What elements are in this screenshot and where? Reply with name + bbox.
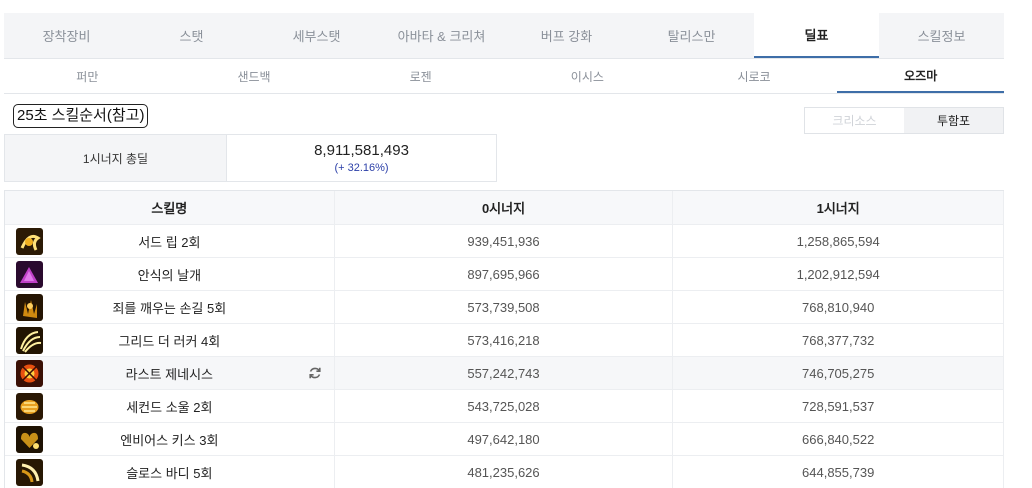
sub-tab-1[interactable]: 샌드백 [237, 70, 271, 84]
toggle-tuhampo[interactable]: 투함포 [904, 108, 1003, 133]
sub-tab-bar: 퍼만 샌드백 로젠 이시스 시로코 오즈마 [4, 60, 1005, 94]
syn1-value: 1,258,865,594 [673, 225, 1004, 257]
section-title: 25초 스킬순서(참고) [13, 104, 149, 128]
tab-0[interactable]: 장착장비 [42, 29, 91, 44]
syn1-value: 768,377,732 [673, 324, 1004, 356]
syn0-value: 573,739,508 [335, 291, 674, 323]
total-damage-summary: 1시너지 총딜 8,911,581,493 (+ 32.16%) [4, 134, 497, 182]
header-syn1: 1시너지 [673, 191, 1004, 224]
summary-total: 8,911,581,493 [314, 142, 409, 159]
syn1-value: 666,840,522 [673, 423, 1004, 455]
tab-2[interactable]: 세부스탯 [292, 29, 341, 44]
skill-name: 안식의 날개 [137, 267, 202, 283]
skill-icon-gold-body [16, 459, 43, 486]
syn0-value: 497,642,180 [335, 423, 674, 455]
mode-toggle: 크리소스 투함포 [804, 107, 1004, 134]
skill-cell: 죄를 깨우는 손길 5회 [5, 291, 335, 323]
syn1-value: 1,202,912,594 [673, 258, 1004, 290]
syn1-value: 644,855,739 [673, 456, 1004, 488]
skill-name: 세컨드 소울 2회 [126, 399, 213, 415]
tab-4[interactable]: 버프 강화 [540, 29, 593, 44]
header-syn0: 0시너지 [335, 191, 674, 224]
skill-name: 죄를 깨우는 손길 5회 [112, 300, 227, 316]
skill-name: 엔비어스 키스 3회 [120, 432, 219, 448]
skill-cell: 라스트 제네시스 [5, 357, 335, 389]
tab-1[interactable]: 스탯 [179, 29, 204, 44]
tab-3[interactable]: 아바타 & 크리쳐 [397, 29, 486, 44]
skill-icon-gold-soul [16, 393, 43, 420]
skill-icon-gold-claw [16, 327, 43, 354]
skill-cell: 엔비어스 키스 3회 [5, 423, 335, 455]
table-row: 슬로스 바디 5회 481,235,626 644,855,739 [5, 456, 1004, 488]
syn0-value: 543,725,028 [335, 390, 674, 422]
summary-percent: (+ 32.16%) [334, 162, 389, 174]
tab-7[interactable]: 스킬정보 [917, 29, 966, 44]
sub-tab-0[interactable]: 퍼만 [76, 70, 99, 84]
syn1-value: 768,810,940 [673, 291, 1004, 323]
table-row: 세컨드 소울 2회 543,725,028 728,591,537 [5, 390, 1004, 423]
syn1-value: 728,591,537 [673, 390, 1004, 422]
skill-icon-gold-hand [16, 294, 43, 321]
summary-value-box: 8,911,581,493 (+ 32.16%) [227, 135, 496, 181]
header-skill-name: 스킬명 [5, 191, 335, 224]
refresh-icon[interactable] [308, 366, 322, 380]
sub-tab-4[interactable]: 시로코 [737, 70, 771, 84]
syn0-value: 897,695,966 [335, 258, 674, 290]
sub-tab-3[interactable]: 이시스 [570, 70, 604, 84]
top-tab-bar: 장착장비 스탯 세부스탯 아바타 & 크리쳐 버프 강화 탈리스만 딜표 스킬정보 [4, 13, 1004, 59]
sub-tab-5[interactable]: 오즈마 [837, 60, 1005, 93]
table-header: 스킬명 0시너지 1시너지 [5, 191, 1004, 225]
summary-label: 1시너지 총딜 [5, 135, 227, 181]
skill-icon-gold-heart [16, 426, 43, 453]
table-row: 라스트 제네시스 557,242,743 746,705,275 [5, 357, 1004, 390]
toggle-crisource[interactable]: 크리소스 [832, 114, 877, 128]
table-row: 안식의 날개 897,695,966 1,202,912,594 [5, 258, 1004, 291]
table-row: 죄를 깨우는 손길 5회 573,739,508 768,810,940 [5, 291, 1004, 324]
syn0-value: 481,235,626 [335, 456, 674, 488]
tab-6[interactable]: 딜표 [754, 13, 879, 58]
syn0-value: 939,451,936 [335, 225, 674, 257]
skill-name: 라스트 제네시스 [125, 366, 213, 382]
skill-cell: 서드 립 2회 [5, 225, 335, 257]
skill-icon-red-burst [16, 360, 43, 387]
syn0-value: 557,242,743 [335, 357, 674, 389]
skill-cell: 슬로스 바디 5회 [5, 456, 335, 488]
sub-tab-2[interactable]: 로젠 [409, 70, 432, 84]
skill-name: 서드 립 2회 [138, 234, 201, 250]
skill-icon-purple-wings [16, 261, 43, 288]
skill-cell: 그리드 더 러커 4회 [5, 324, 335, 356]
skill-cell: 세컨드 소울 2회 [5, 390, 335, 422]
table-row: 서드 립 2회 939,451,936 1,258,865,594 [5, 225, 1004, 258]
skill-name: 슬로스 바디 5회 [126, 465, 213, 481]
skill-cell: 안식의 날개 [5, 258, 335, 290]
syn0-value: 573,416,218 [335, 324, 674, 356]
table-row: 엔비어스 키스 3회 497,642,180 666,840,522 [5, 423, 1004, 456]
tab-5[interactable]: 탈리스만 [667, 29, 716, 44]
table-row: 그리드 더 러커 4회 573,416,218 768,377,732 [5, 324, 1004, 357]
skill-icon-gold-swirl [16, 228, 43, 255]
syn1-value: 746,705,275 [673, 357, 1004, 389]
skill-name: 그리드 더 러커 4회 [118, 333, 221, 349]
skill-damage-table: 스킬명 0시너지 1시너지 서드 립 2회 939,451,936 1,258,… [4, 190, 1004, 488]
